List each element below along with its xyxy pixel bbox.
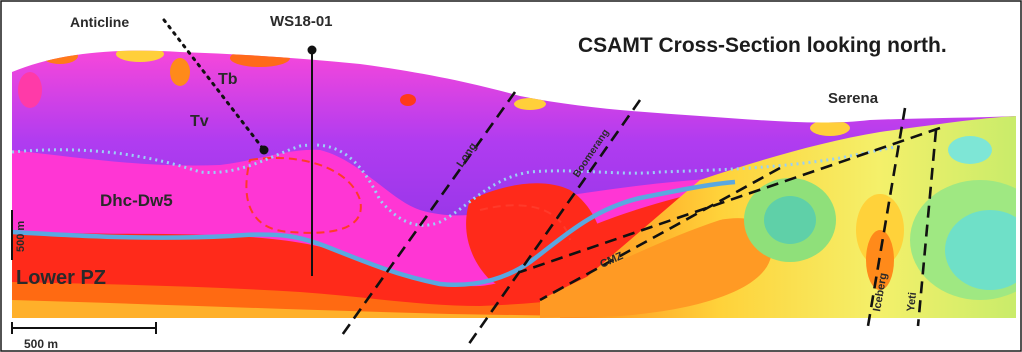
drill-hole-label: WS18-01 [270,13,333,30]
dhc-dw5-unit-label: Dhc-Dw5 [100,191,173,210]
anticline-axis [162,18,266,152]
lower-pz-unit-label: Lower PZ [16,267,106,289]
yeti-fault-line [916,129,938,327]
cmz-upper-line [519,126,941,274]
vertical-scale-label: 500 m [15,221,27,252]
long-fault-line [338,91,517,339]
blue-contact-line [12,179,736,287]
dotted-contact-line [12,143,901,227]
yeti-fault-label: Yeti [905,292,919,313]
tv-unit-label: Tv [190,113,209,130]
figure-title: CSAMT Cross-Section looking north. [578,34,947,57]
cmz-lower-line [539,166,781,302]
tb-unit-label: Tb [218,71,238,88]
horizontal-scale-label: 500 m [24,337,58,351]
serena-label: Serena [828,90,879,107]
drill-hole-collar [307,45,317,55]
boomerang-fault-line [464,99,642,349]
anticline-label: Anticline [70,14,129,30]
